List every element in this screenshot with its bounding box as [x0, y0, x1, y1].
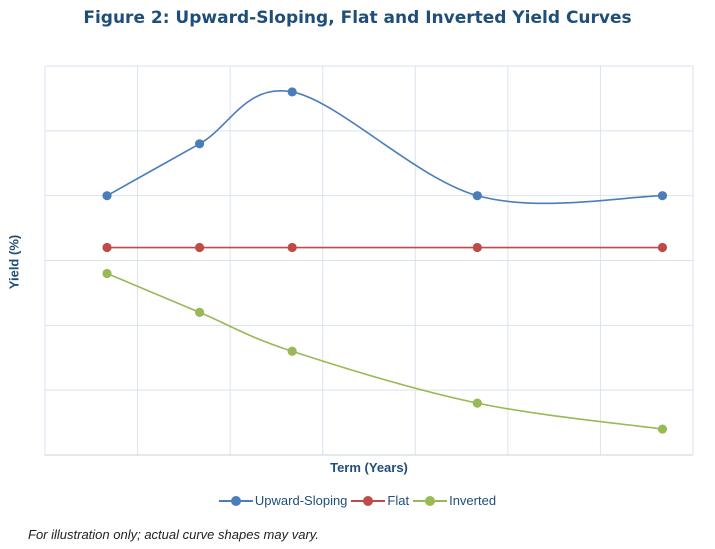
data-point-upward-sloping [194, 139, 205, 149]
footnote: For illustration only; actual curve shap… [28, 527, 319, 542]
gridlines [44, 65, 694, 456]
legend-swatch-flat [351, 495, 386, 507]
data-point-upward-sloping [657, 191, 668, 201]
legend-label-flat: Flat [387, 493, 410, 508]
series-lines [102, 87, 668, 434]
chart-title: Figure 2: Upward-Sloping, Flat and Inver… [83, 8, 632, 28]
x-axis-label: Term (Years) [330, 460, 408, 475]
series-line-upward-sloping [106, 90, 663, 205]
data-point-flat [287, 242, 297, 253]
legend-item-inverted: Inverted [413, 493, 496, 508]
series-line-inverted [106, 272, 663, 430]
legend-item-flat: Flat [351, 493, 409, 508]
data-point-upward-sloping [472, 191, 482, 201]
data-point-flat [194, 242, 205, 253]
legend-swatch-upward-sloping [218, 495, 253, 507]
data-point-flat [472, 242, 482, 253]
legend-swatch-inverted [413, 495, 448, 507]
data-point-inverted [657, 424, 668, 434]
data-point-inverted [102, 268, 112, 279]
data-point-upward-sloping [287, 87, 297, 97]
data-point-flat [102, 242, 112, 253]
legend-label-inverted: Inverted [449, 493, 497, 508]
data-point-inverted [472, 398, 482, 408]
data-point-inverted [287, 346, 297, 356]
data-point-flat [657, 242, 668, 253]
data-point-inverted [194, 307, 205, 317]
data-point-upward-sloping [102, 191, 112, 201]
legend: Upward-Sloping Flat Inverted [0, 493, 715, 508]
legend-item-upward-sloping: Upward-Sloping [218, 493, 348, 508]
legend-label-upward-sloping: Upward-Sloping [254, 493, 348, 508]
y-axis-label: Yield (%) [6, 234, 22, 290]
